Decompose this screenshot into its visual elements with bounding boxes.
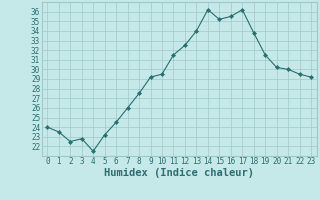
X-axis label: Humidex (Indice chaleur): Humidex (Indice chaleur) <box>104 168 254 178</box>
